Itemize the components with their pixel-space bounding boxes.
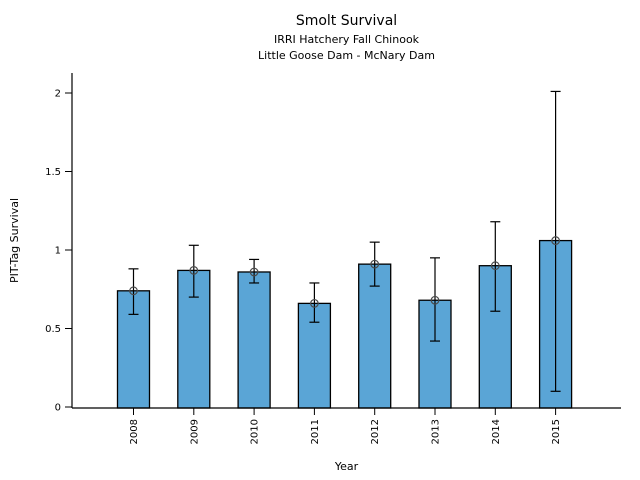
chart-subtitle-line1: IRRI Hatchery Fall Chinook [273,33,420,46]
x-tick-label: 2010 [250,419,261,444]
x-tick-label: 2011 [310,419,321,444]
x-tick-label: 2015 [551,419,562,444]
bar [418,299,452,409]
point-marker [370,259,380,269]
point-marker [129,286,138,296]
chart-subtitle-line2: Little Goose Dam - McNary Dam [258,49,435,62]
y-tick-label: 0 [55,403,61,414]
y-tick-label: 2 [55,89,61,100]
bar [237,271,271,409]
point-marker [551,236,560,245]
bar [358,263,392,409]
x-axis-label: Year [334,460,359,473]
point-marker [430,295,440,305]
y-tick-label: 1.5 [45,167,61,178]
x-tick-label: 2014 [491,419,502,444]
x-tick-label: 2009 [189,419,200,444]
chart-title: Smolt Survival [295,13,398,29]
point-marker [490,261,500,271]
point-marker [310,298,319,308]
x-tick-label: 2013 [431,419,442,444]
point-marker [189,266,199,275]
x-tick-label: 2008 [129,419,140,444]
y-axis-label: PIT-Tag Survival [8,198,21,283]
y-tick-label: 1 [55,246,61,257]
y-tick-label: 0.5 [45,324,61,335]
point-marker [249,267,259,277]
x-tick-label: 2012 [370,419,381,444]
